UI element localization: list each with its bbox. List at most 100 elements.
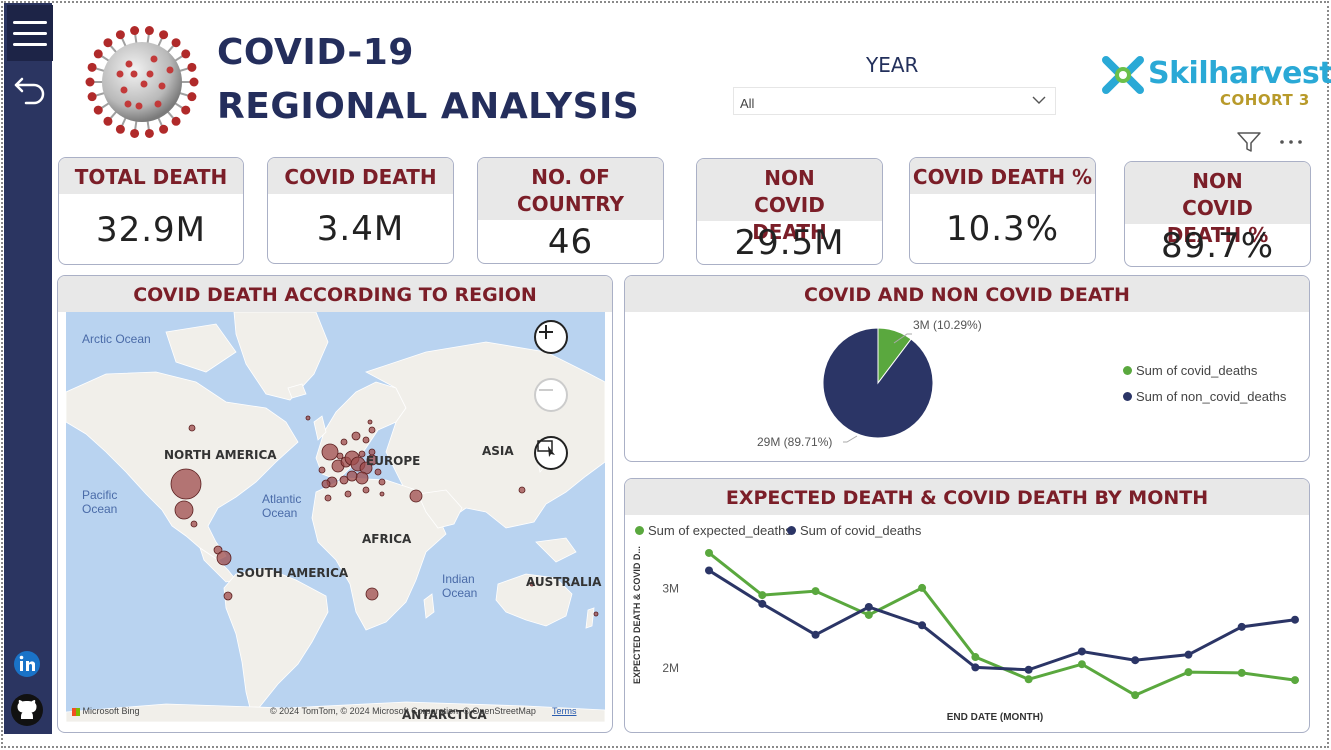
chevron-down-icon (1032, 96, 1046, 104)
map-label-north-america: NORTH AMERICA (164, 448, 277, 462)
arctic-ocean-label: Arctic Ocean (82, 332, 151, 346)
expected-deaths-point[interactable] (1131, 691, 1140, 700)
covid-deaths-point[interactable] (1184, 650, 1193, 659)
covid-deaths-point[interactable] (811, 630, 820, 639)
terms-link[interactable]: Terms (552, 706, 577, 716)
back-arrow-icon[interactable] (12, 71, 48, 107)
map-bubble[interactable] (365, 587, 379, 601)
logo-mark-icon (1102, 56, 1144, 94)
zoom-in-button[interactable] (534, 320, 568, 354)
map-bubble[interactable] (378, 478, 386, 486)
map-attribution: © 2024 TomTom, © 2024 Microsoft Corporat… (270, 706, 536, 716)
filter-icon[interactable] (1236, 130, 1262, 154)
map-bubble[interactable] (358, 450, 366, 458)
pie-legend-non-covid[interactable]: Sum of non_covid_deaths (1123, 389, 1286, 404)
map-bubble[interactable] (318, 466, 326, 474)
covid-deaths-point[interactable] (1077, 647, 1086, 656)
expected-deaths-point[interactable] (971, 653, 980, 662)
virus-protein (120, 86, 128, 94)
expected-deaths-point[interactable] (705, 548, 713, 557)
map-bubble[interactable] (339, 475, 349, 485)
kpi-non-covid-death[interactable]: NON COVID DEATH 29.5M (696, 158, 883, 265)
map-bubble[interactable] (344, 490, 352, 498)
map-bubble[interactable] (324, 494, 332, 502)
covid-deaths-point[interactable] (864, 602, 873, 611)
map-bubble[interactable] (593, 611, 599, 617)
map-bubble[interactable] (223, 591, 233, 601)
covid-deaths-point[interactable] (971, 663, 980, 672)
virus-spike-tip (187, 62, 197, 72)
virus-protein (166, 66, 174, 74)
expected-deaths-point[interactable] (864, 610, 873, 619)
pacific-ocean-label: Pacific Ocean (82, 488, 118, 516)
map-bubble[interactable] (379, 491, 385, 497)
pie-legend-covid[interactable]: Sum of covid_deaths (1123, 363, 1257, 378)
map-bubble[interactable] (362, 436, 370, 444)
zoom-out-button[interactable] (534, 378, 568, 412)
world-map[interactable]: Arctic Ocean Pacific Ocean Atlantic Ocea… (66, 312, 605, 722)
map-select-button[interactable] (534, 436, 568, 470)
map-bubble[interactable] (367, 419, 373, 425)
map-bubble[interactable] (529, 581, 535, 587)
map-bubble[interactable] (321, 443, 339, 461)
map-label-antarctica: ANTARCTICA (402, 708, 487, 722)
map-bubble[interactable] (336, 452, 344, 460)
map-bubble[interactable] (355, 471, 369, 485)
legend-dot (1123, 366, 1132, 375)
title-line-2: REGIONAL ANALYSIS (217, 86, 640, 127)
map-bubble[interactable] (368, 448, 376, 456)
kpi-non-covid-death-percent[interactable]: NON COVID DEATH % 89.7% (1124, 161, 1311, 267)
map-bubble[interactable] (374, 468, 382, 476)
map-bubble[interactable] (170, 468, 202, 500)
map-bubble[interactable] (346, 470, 358, 482)
covid-deaths-point[interactable] (1024, 665, 1033, 674)
legend-dot (787, 526, 796, 535)
covid-deaths-point[interactable] (918, 621, 927, 630)
virus-spike-tip (130, 26, 140, 36)
map-label-asia: ASIA (482, 444, 514, 458)
kpi-no-of-country[interactable]: NO. OF COUNTRY 46 (477, 157, 664, 264)
expected-deaths-point[interactable] (1291, 676, 1299, 685)
map-bubble[interactable] (340, 438, 348, 446)
year-value: All (740, 96, 755, 111)
covid-deaths-point[interactable] (758, 599, 767, 608)
map-bubble[interactable] (368, 426, 376, 434)
virus-spike-tip (103, 38, 113, 48)
covid-deaths-point[interactable] (1237, 622, 1246, 631)
map-bubble[interactable] (362, 486, 370, 494)
map-bubble[interactable] (216, 550, 232, 566)
expected-deaths-point[interactable] (758, 591, 767, 600)
github-icon[interactable] (10, 693, 44, 727)
expected-deaths-point[interactable] (1024, 675, 1033, 684)
kpi-covid-death[interactable]: COVID DEATH 3.4M (267, 157, 454, 264)
map-bubble[interactable] (305, 415, 311, 421)
map-bubble[interactable] (321, 479, 331, 489)
pie-slice-non-covid[interactable] (822, 327, 934, 439)
covid-deaths-point[interactable] (705, 566, 713, 575)
year-label: YEAR (866, 53, 919, 77)
kpi-covid-death-percent[interactable]: COVID DEATH % 10.3% (909, 157, 1096, 264)
covid-deaths-point[interactable] (1131, 656, 1140, 665)
map-bubble[interactable] (351, 431, 361, 441)
line-legend-expected[interactable]: Sum of expected_deaths (635, 523, 792, 538)
pie-chart (822, 327, 934, 443)
map-bubble[interactable] (174, 500, 194, 520)
map-bubble[interactable] (409, 489, 423, 503)
virus-protein (124, 100, 132, 108)
kpi-total-death[interactable]: TOTAL DEATH 32.9M (58, 157, 244, 265)
expected-deaths-point[interactable] (918, 583, 927, 592)
map-bubble[interactable] (190, 520, 198, 528)
expected-deaths-point[interactable] (811, 587, 820, 596)
expected-deaths-point[interactable] (1077, 660, 1086, 669)
covid-deaths-point[interactable] (1291, 615, 1299, 624)
line-legend-covid[interactable]: Sum of covid_deaths (787, 523, 921, 538)
year-dropdown[interactable]: All (733, 87, 1056, 115)
map-bubble[interactable] (518, 486, 526, 494)
menu-icon[interactable] (7, 5, 53, 61)
title-line-1: COVID-19 (217, 32, 414, 73)
expected-deaths-point[interactable] (1237, 668, 1246, 677)
linkedin-icon[interactable] (12, 649, 42, 679)
expected-deaths-point[interactable] (1184, 668, 1193, 677)
more-options-icon[interactable] (1278, 138, 1304, 146)
map-bubble[interactable] (188, 424, 196, 432)
